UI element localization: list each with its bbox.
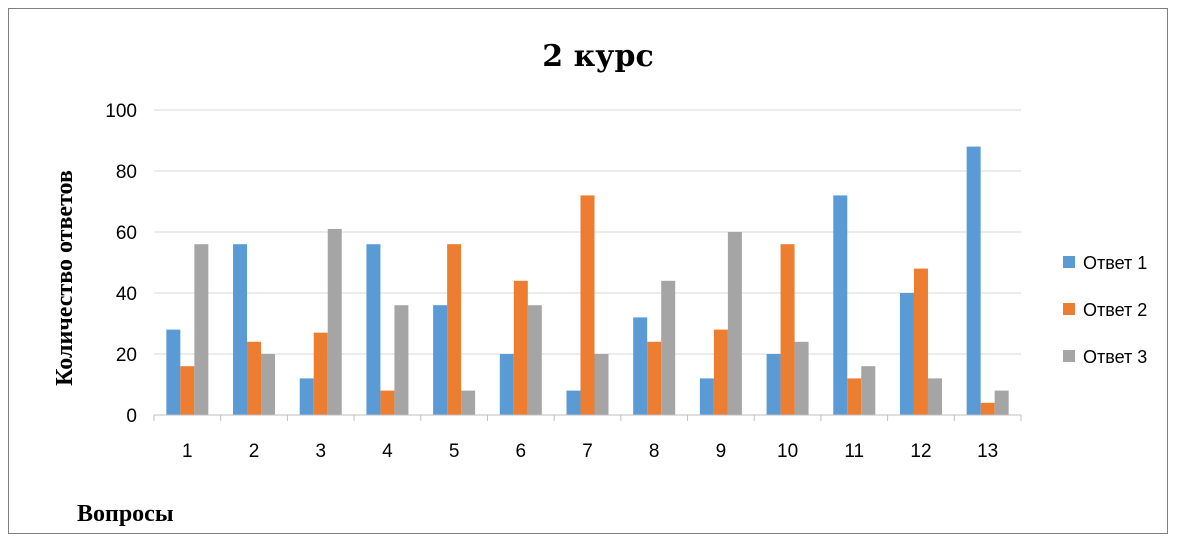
y-axis-ticks: 0 20 40 60 80 100 xyxy=(105,101,137,427)
bar-ответ-3-q1 xyxy=(194,244,209,415)
bars xyxy=(166,146,1009,415)
bar-ответ-3-q7 xyxy=(594,354,609,415)
legend-swatch xyxy=(1063,303,1075,315)
x-tick-label: 4 xyxy=(382,441,393,462)
bar-ответ-3-q5 xyxy=(461,390,476,415)
x-tick-label: 10 xyxy=(777,441,798,462)
bar-ответ-1-q12 xyxy=(899,293,914,415)
y-tick-label: 60 xyxy=(116,223,137,244)
y-tick-label: 20 xyxy=(116,345,137,366)
bar-ответ-1-q13 xyxy=(966,146,981,415)
bar-ответ-2-q13 xyxy=(980,402,995,415)
bar-ответ-3-q6 xyxy=(527,305,542,415)
y-tick-label: 0 xyxy=(126,406,137,427)
bar-ответ-1-q4 xyxy=(366,244,381,415)
legend-swatch xyxy=(1063,350,1075,362)
bar-ответ-3-q2 xyxy=(261,354,276,415)
legend-swatch xyxy=(1063,256,1075,268)
bar-ответ-2-q7 xyxy=(580,195,595,415)
bar-ответ-1-q5 xyxy=(433,305,448,415)
bar-ответ-2-q2 xyxy=(247,341,262,415)
legend-label: Ответ 3 xyxy=(1083,347,1147,367)
bar-ответ-1-q8 xyxy=(633,317,648,415)
legend-label: Ответ 1 xyxy=(1083,253,1147,273)
bar-ответ-3-q3 xyxy=(327,228,342,415)
bar-ответ-3-q10 xyxy=(794,341,809,415)
x-tick-label: 13 xyxy=(977,441,998,462)
legend: Ответ 1 Ответ 2 Ответ 3 xyxy=(1063,253,1147,367)
bar-ответ-2-q6 xyxy=(513,280,528,415)
x-tick-label: 1 xyxy=(182,441,193,462)
x-tick-label: 5 xyxy=(449,441,460,462)
bar-ответ-3-q4 xyxy=(394,305,409,415)
x-tick-label: 7 xyxy=(582,441,593,462)
x-tick-label: 3 xyxy=(315,441,326,462)
bar-ответ-2-q10 xyxy=(780,244,795,415)
bar-ответ-2-q11 xyxy=(847,378,862,415)
bar-ответ-3-q13 xyxy=(994,390,1009,415)
chart-title: 2 курс xyxy=(542,39,653,74)
bar-ответ-1-q1 xyxy=(166,329,181,415)
x-tick-label: 6 xyxy=(516,441,527,462)
bar-ответ-1-q7 xyxy=(566,390,581,415)
bar-ответ-1-q2 xyxy=(233,244,248,415)
bar-ответ-2-q12 xyxy=(913,268,928,415)
bar-ответ-2-q9 xyxy=(713,329,728,415)
y-tick-label: 40 xyxy=(116,284,137,305)
bar-ответ-2-q1 xyxy=(180,366,195,415)
bar-ответ-2-q3 xyxy=(313,332,328,415)
y-tick-label: 80 xyxy=(116,162,137,183)
y-axis-label: Количество ответов xyxy=(52,170,78,386)
bar-ответ-2-q5 xyxy=(447,244,462,415)
bar-ответ-1-q10 xyxy=(766,354,781,415)
legend-label: Ответ 2 xyxy=(1083,300,1147,320)
x-tick-label: 11 xyxy=(844,441,864,462)
y-tick-label: 100 xyxy=(105,101,137,122)
bar-ответ-1-q6 xyxy=(499,354,514,415)
bar-ответ-3-q11 xyxy=(861,366,876,415)
bar-ответ-2-q4 xyxy=(380,390,395,415)
x-axis: 1 2 3 4 5 6 7 8 9 10 11 12 13 xyxy=(153,414,1022,462)
bar-ответ-3-q8 xyxy=(661,280,676,415)
bar-ответ-2-q8 xyxy=(647,341,662,415)
bar-ответ-3-q12 xyxy=(927,378,942,415)
x-tick-label: 9 xyxy=(716,441,727,462)
bar-ответ-1-q11 xyxy=(833,195,848,415)
bar-ответ-1-q3 xyxy=(299,378,314,415)
bar-ответ-1-q9 xyxy=(699,378,714,415)
x-tick-label: 12 xyxy=(910,441,931,462)
x-tick-label: 2 xyxy=(249,441,260,462)
bar-ответ-3-q9 xyxy=(727,232,742,415)
x-tick-label: 8 xyxy=(649,441,660,462)
x-axis-label: Вопросы xyxy=(77,501,174,527)
